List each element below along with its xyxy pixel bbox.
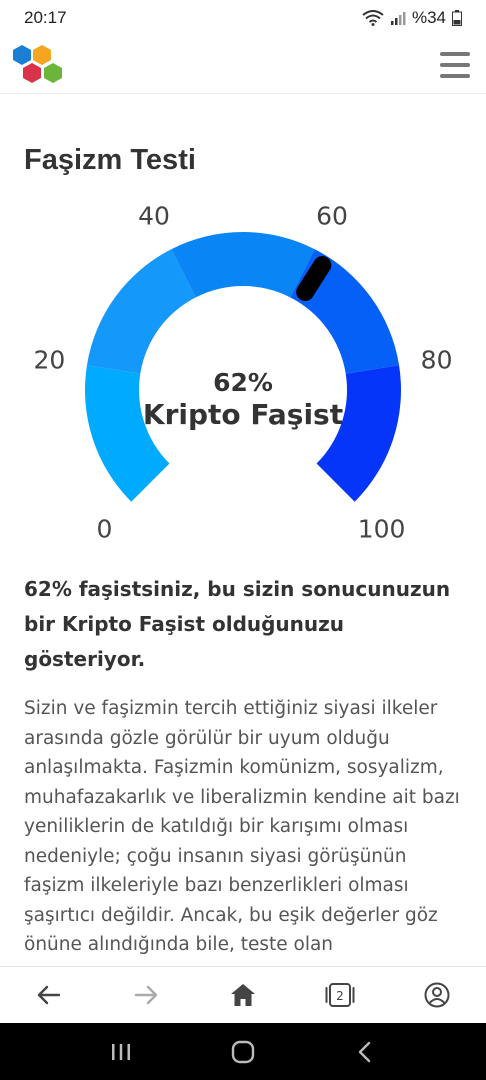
back-button[interactable] xyxy=(24,970,74,1020)
recent-apps-icon xyxy=(112,1043,130,1060)
gauge-segment xyxy=(84,365,170,502)
gauge-tick-label: 40 xyxy=(138,201,170,230)
battery-icon xyxy=(452,10,462,26)
gauge-percent-label: 62% xyxy=(213,368,273,397)
hamburger-icon[interactable] xyxy=(440,51,470,78)
recent-apps-button[interactable] xyxy=(96,1027,146,1077)
gauge-segments xyxy=(84,232,401,502)
system-home-button[interactable] xyxy=(218,1027,268,1077)
system-back-button[interactable] xyxy=(340,1027,390,1077)
arrow-right-icon xyxy=(134,985,157,1005)
gauge-segment xyxy=(290,249,400,374)
gauge-needle xyxy=(296,256,332,302)
wifi-icon xyxy=(362,10,384,26)
gauge-result-label: Kripto Faşist xyxy=(143,398,343,431)
gauge-tick-label: 80 xyxy=(421,345,453,374)
gauge-segment xyxy=(316,365,401,502)
home-icon xyxy=(230,984,255,1006)
result-gauge: 0 20 40 60 80 100 62% Kripto Faşist xyxy=(34,201,453,540)
tabs-button[interactable]: 2 xyxy=(315,970,365,1020)
tabs-icon: 2 xyxy=(325,983,355,1007)
gauge-tick-label: 20 xyxy=(34,345,66,374)
gauge-segment xyxy=(86,249,196,374)
tab-count: 2 xyxy=(336,989,344,1003)
result-heading: 62% faşistsiniz, bu sizin sonucunuzun bi… xyxy=(24,577,451,671)
signal-icon xyxy=(390,12,406,25)
hexagon-cluster-logo-icon[interactable] xyxy=(10,43,66,87)
status-icons: %34 xyxy=(362,8,462,28)
result-description: Sizin ve faşizmin tercih ettiğiniz siyas… xyxy=(24,698,460,955)
gauge-tick-label: 60 xyxy=(316,201,348,230)
account-icon xyxy=(424,982,450,1008)
battery-percent: %34 xyxy=(411,8,446,27)
forward-button[interactable] xyxy=(121,970,171,1020)
page-title: Faşizm Testi xyxy=(24,144,196,176)
bottom-nav: 2 xyxy=(0,966,486,1023)
gauge-tick-label: 0 xyxy=(96,515,112,540)
system-nav-bar xyxy=(0,1023,486,1080)
circle-home-icon xyxy=(231,1040,255,1063)
home-button[interactable] xyxy=(218,970,268,1020)
status-bar: 20:17 %34 xyxy=(0,0,486,36)
app-header xyxy=(0,36,486,94)
gauge-tick-label: 100 xyxy=(358,515,406,540)
chevron-left-icon xyxy=(358,1041,371,1062)
gauge-ticks: 0 20 40 60 80 100 xyxy=(34,201,453,540)
gauge-segment xyxy=(171,232,315,298)
arrow-left-icon xyxy=(37,985,60,1005)
status-time: 20:17 xyxy=(24,8,67,27)
account-button[interactable] xyxy=(412,970,462,1020)
